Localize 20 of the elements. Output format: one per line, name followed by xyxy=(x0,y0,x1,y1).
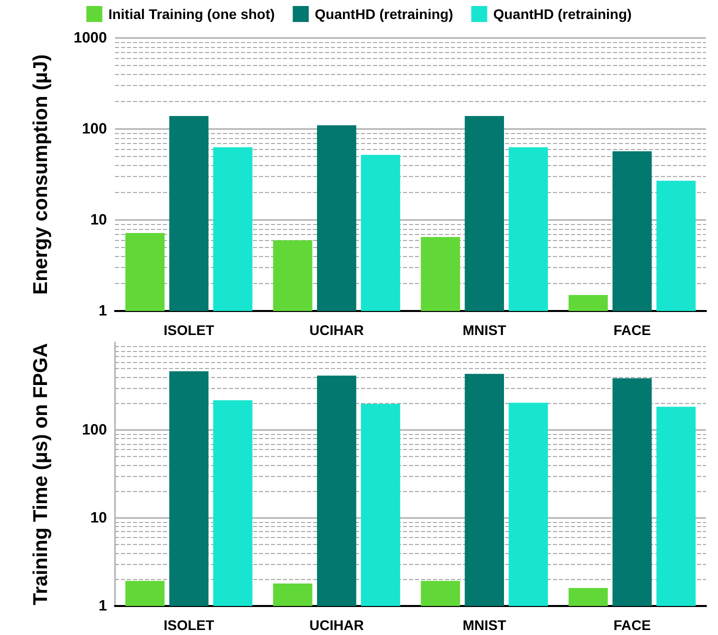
y-tick-label: 100 xyxy=(82,120,107,138)
x-tick-label: ISOLET xyxy=(164,617,215,633)
x-tick-label: MNIST xyxy=(462,617,507,633)
legend-label: Initial Training (one shot) xyxy=(108,6,275,22)
y-tick-label: 1 xyxy=(98,302,107,320)
y-tick-label: 1 xyxy=(98,598,107,614)
x-tick-label: MNIST xyxy=(462,322,507,338)
legend-label: QuantHD (retraining) xyxy=(493,6,632,22)
legend-label: QuantHD (retraining) xyxy=(314,6,454,22)
y-axis-title: Training Time (µs) on FPGA xyxy=(30,342,52,606)
y-tick-label: 1000 xyxy=(74,30,107,46)
x-tick-label: FACE xyxy=(613,322,651,338)
y-axis-title: Energy consumption (µJ) xyxy=(30,54,52,295)
x-tick-label: FACE xyxy=(613,617,651,633)
y-tick-label: 100 xyxy=(82,422,107,439)
x-tick-label: UCIHAR xyxy=(309,617,364,633)
x-tick-label: UCIHAR xyxy=(309,322,364,338)
x-tick-label: ISOLET xyxy=(164,322,215,338)
y-tick-label: 10 xyxy=(90,510,107,527)
y-tick-label: 10 xyxy=(90,212,107,228)
